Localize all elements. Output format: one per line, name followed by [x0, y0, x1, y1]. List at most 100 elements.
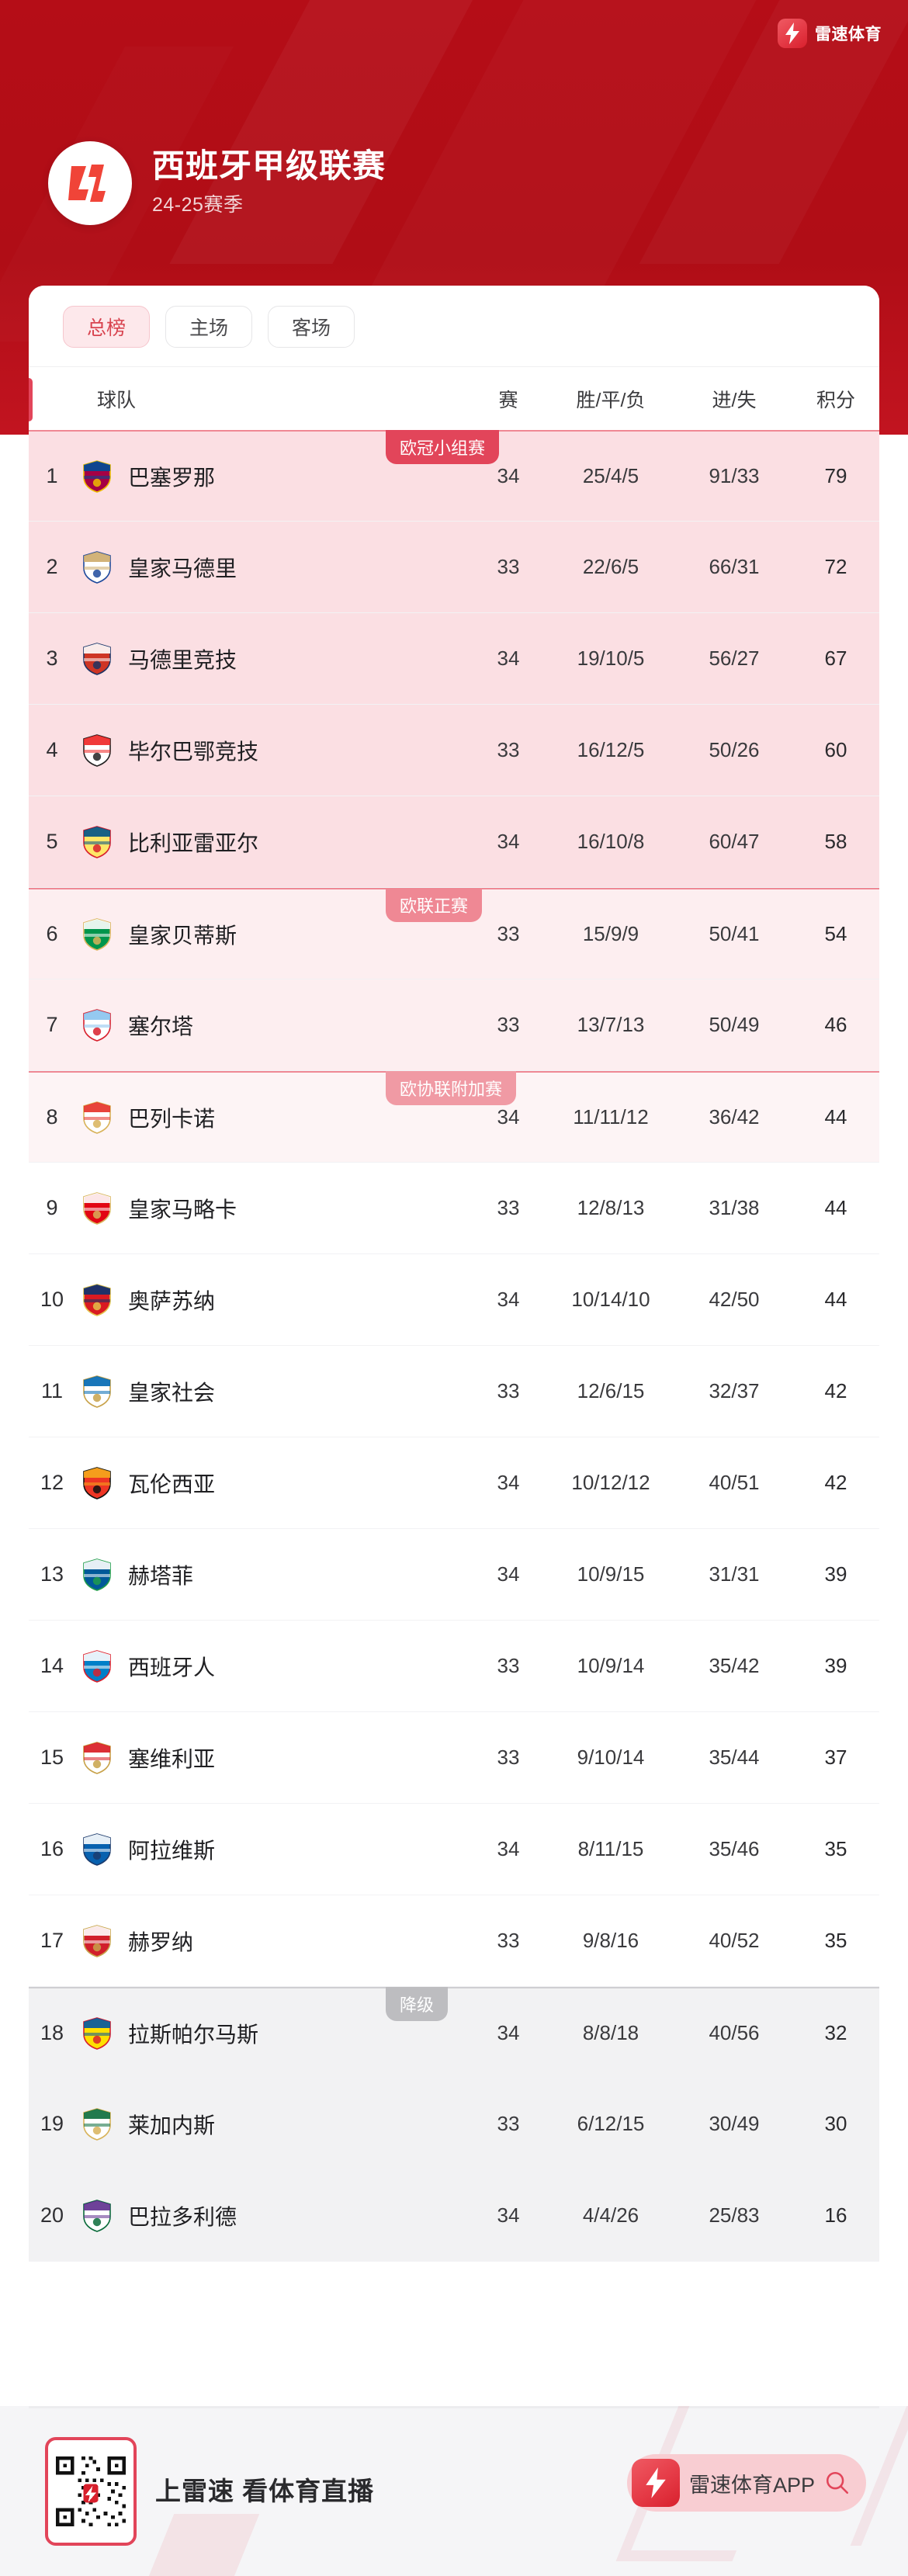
row-team[interactable]: 西班牙人	[75, 1648, 471, 1685]
row-team[interactable]: 拉斯帕尔马斯	[75, 2015, 471, 2052]
las-palmas-crest-icon	[83, 2016, 111, 2050]
row-team[interactable]: 皇家贝蒂斯	[75, 916, 471, 953]
table-row[interactable]: 4 毕尔巴鄂竞技 33 16/12/5 50/26 60	[29, 705, 879, 796]
table-row[interactable]: 15 塞维利亚 33 9/10/14 35/44 37	[29, 1712, 879, 1804]
search-icon[interactable]	[824, 2470, 851, 2496]
row-goals: 42/50	[709, 1288, 760, 1311]
table-row[interactable]: 欧联正赛 6 皇家贝蒂斯 33 15/9/9 50/41 54	[29, 888, 879, 979]
row-team[interactable]: 莱加内斯	[75, 2106, 471, 2143]
qualification-badge: 欧联正赛	[386, 888, 483, 922]
table-row[interactable]: 5 比利亚雷亚尔 34 16/10/8 60/47 58	[29, 796, 879, 888]
row-team[interactable]: 巴拉多利德	[75, 2197, 471, 2234]
table-row[interactable]: 10 奥萨苏纳 34 10/14/10 42/50 44	[29, 1254, 879, 1346]
team-name: 皇家马德里	[128, 556, 237, 581]
row-rank: 8	[46, 1105, 58, 1129]
row-wdl: 4/4/26	[582, 2203, 639, 2227]
girona-crest-icon	[78, 1922, 116, 1960]
row-team[interactable]: 塞维利亚	[75, 1739, 471, 1777]
row-rank: 20	[40, 2203, 64, 2227]
table-row[interactable]: 11 皇家社会 33 12/6/15 32/37 42	[29, 1346, 879, 1437]
row-played: 33	[497, 1379, 520, 1402]
table-row[interactable]: 欧协联附加赛 8 巴列卡诺 34 11/11/12 36/42 44	[29, 1071, 879, 1163]
row-played: 34	[497, 1837, 520, 1860]
table-row[interactable]: 19 莱加内斯 33 6/12/15 30/49 30	[29, 2078, 879, 2170]
row-points: 67	[824, 647, 847, 670]
row-goals: 36/42	[709, 1105, 760, 1129]
real-madrid-crest-icon	[83, 550, 111, 584]
row-points: 60	[824, 738, 847, 761]
row-rank: 7	[46, 1013, 58, 1036]
table-row[interactable]: 13 赫塔菲 34 10/9/15 31/31 39	[29, 1529, 879, 1621]
tab-away[interactable]: 客场	[268, 306, 355, 348]
team-name: 拉斯帕尔马斯	[128, 2022, 259, 2047]
bolt-glyph	[646, 2467, 666, 2498]
row-rank: 3	[46, 647, 58, 670]
real-madrid-crest-icon	[78, 549, 116, 586]
row-wdl: 8/8/18	[582, 2021, 639, 2044]
row-team[interactable]: 塞尔塔	[75, 1007, 471, 1044]
row-wdl: 8/11/15	[577, 1837, 644, 1860]
leganes-crest-icon	[83, 2107, 111, 2141]
rayo-vallecano-crest-icon	[83, 1101, 111, 1134]
row-team[interactable]: 巴塞罗那	[75, 458, 471, 495]
getafe-crest-icon	[78, 1556, 116, 1593]
table-row[interactable]: 降级 18 拉斯帕尔马斯 34 8/8/18 40/56 32	[29, 1987, 879, 2078]
row-points: 79	[824, 464, 847, 487]
sevilla-crest-icon	[78, 1739, 116, 1777]
row-team[interactable]: 皇家马德里	[75, 549, 471, 586]
row-team[interactable]: 赫塔菲	[75, 1556, 471, 1593]
table-row[interactable]: 16 阿拉维斯 34 8/11/15 35/46 35	[29, 1804, 879, 1895]
row-goals: 40/52	[709, 1929, 760, 1952]
table-row[interactable]: 12 瓦伦西亚 34 10/12/12 40/51 42	[29, 1437, 879, 1529]
row-played: 34	[497, 647, 520, 670]
row-played: 33	[497, 1013, 520, 1036]
row-team[interactable]: 瓦伦西亚	[75, 1465, 471, 1502]
row-team[interactable]: 毕尔巴鄂竞技	[75, 732, 471, 769]
table-row[interactable]: 7 塞尔塔 33 13/7/13 50/49 46	[29, 979, 879, 1071]
row-team[interactable]: 赫罗纳	[75, 1922, 471, 1960]
row-wdl: 11/11/12	[573, 1105, 649, 1129]
girona-crest-icon	[83, 1924, 111, 1957]
table-row[interactable]: 欧冠小组赛 1 巴塞罗那 34 25/4/5 91/33 79	[29, 430, 879, 522]
table-row[interactable]: 2 皇家马德里 33 22/6/5 66/31 72	[29, 522, 879, 613]
app-download-button[interactable]: 雷速体育APP	[626, 2454, 866, 2512]
tab-total[interactable]: 总榜	[63, 306, 150, 348]
qr-code-icon[interactable]	[45, 2437, 137, 2546]
las-palmas-crest-icon	[78, 2015, 116, 2052]
table-row[interactable]: 14 西班牙人 33 10/9/14 35/42 39	[29, 1621, 879, 1712]
row-played: 34	[497, 2021, 520, 2044]
tab-home[interactable]: 主场	[165, 306, 252, 348]
row-played: 34	[497, 1471, 520, 1494]
row-team[interactable]: 皇家马略卡	[75, 1190, 471, 1227]
row-wdl: 25/4/5	[582, 464, 639, 487]
row-team[interactable]: 阿拉维斯	[75, 1831, 471, 1868]
getafe-crest-icon	[83, 1558, 111, 1591]
row-team[interactable]: 比利亚雷亚尔	[75, 823, 471, 861]
qualification-badge: 欧冠小组赛	[386, 430, 500, 464]
row-team[interactable]: 马德里竞技	[75, 640, 471, 678]
row-played: 33	[497, 738, 520, 761]
table-row[interactable]: 3 马德里竞技 34 19/10/5 56/27 67	[29, 613, 879, 705]
footer-decoration	[136, 2514, 260, 2576]
row-rank: 12	[40, 1471, 64, 1494]
row-goals: 35/46	[709, 1837, 760, 1860]
table-row[interactable]: 17 赫罗纳 33 9/8/16 40/52 35	[29, 1895, 879, 1987]
team-name: 毕尔巴鄂竞技	[128, 739, 259, 764]
table-row[interactable]: 9 皇家马略卡 33 12/8/13 31/38 44	[29, 1163, 879, 1254]
table-row[interactable]: 20 巴拉多利德 34 4/4/26 25/83 16	[29, 2170, 879, 2262]
row-wdl: 19/10/5	[577, 647, 645, 670]
fc-barcelona-crest-icon	[78, 458, 116, 495]
real-sociedad-crest-icon	[83, 1375, 111, 1408]
row-rank: 15	[40, 1746, 64, 1769]
row-team[interactable]: 巴列卡诺	[75, 1099, 471, 1136]
sevilla-crest-icon	[83, 1741, 111, 1774]
team-name: 莱加内斯	[128, 2113, 216, 2137]
brand-header[interactable]: 雷速体育	[778, 19, 882, 48]
brand-name: 雷速体育	[815, 26, 882, 43]
row-team[interactable]: 皇家社会	[75, 1373, 471, 1410]
row-team[interactable]: 奥萨苏纳	[75, 1281, 471, 1319]
row-wdl: 13/7/13	[577, 1013, 645, 1036]
header-team: 球队	[97, 389, 137, 411]
row-points: 54	[824, 922, 847, 945]
row-played: 34	[497, 1288, 520, 1311]
